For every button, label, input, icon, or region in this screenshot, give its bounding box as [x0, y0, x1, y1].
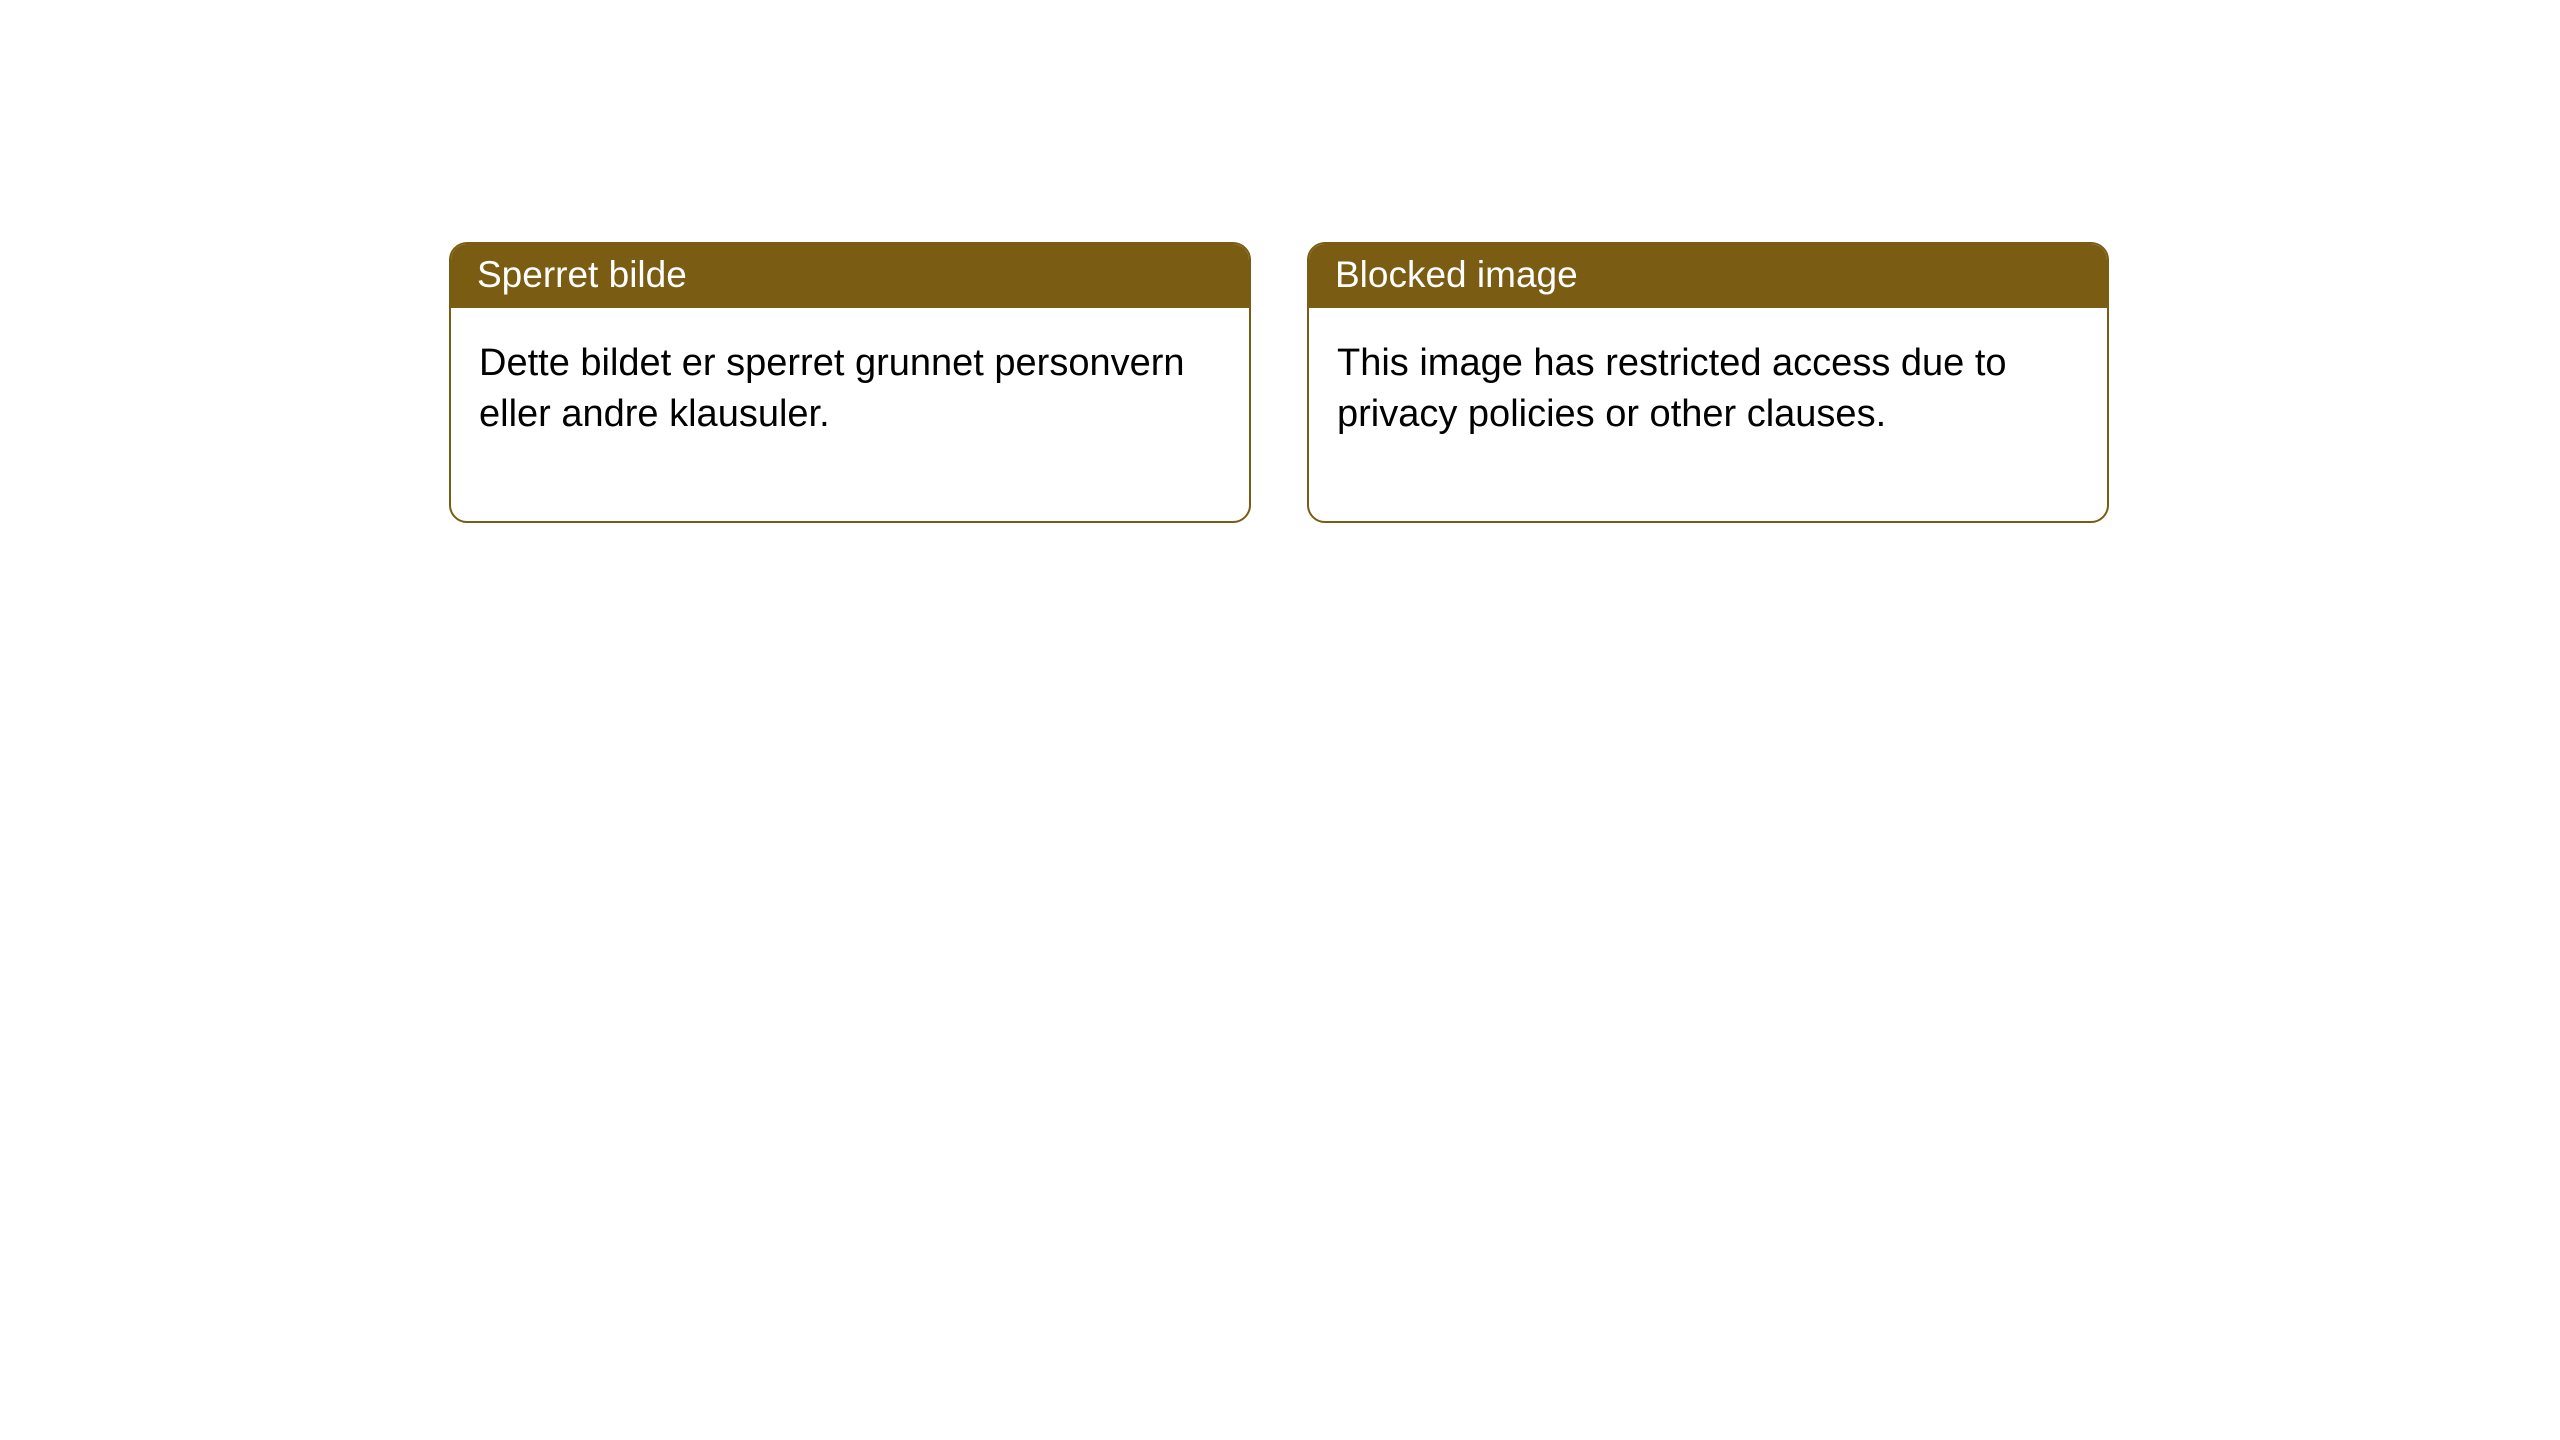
notice-title-norwegian: Sperret bilde: [451, 244, 1249, 308]
notice-card-english: Blocked image This image has restricted …: [1307, 242, 2109, 523]
notice-container: Sperret bilde Dette bildet er sperret gr…: [0, 0, 2560, 523]
notice-title-english: Blocked image: [1309, 244, 2107, 308]
notice-card-norwegian: Sperret bilde Dette bildet er sperret gr…: [449, 242, 1251, 523]
notice-body-norwegian: Dette bildet er sperret grunnet personve…: [451, 308, 1249, 521]
notice-body-english: This image has restricted access due to …: [1309, 308, 2107, 521]
